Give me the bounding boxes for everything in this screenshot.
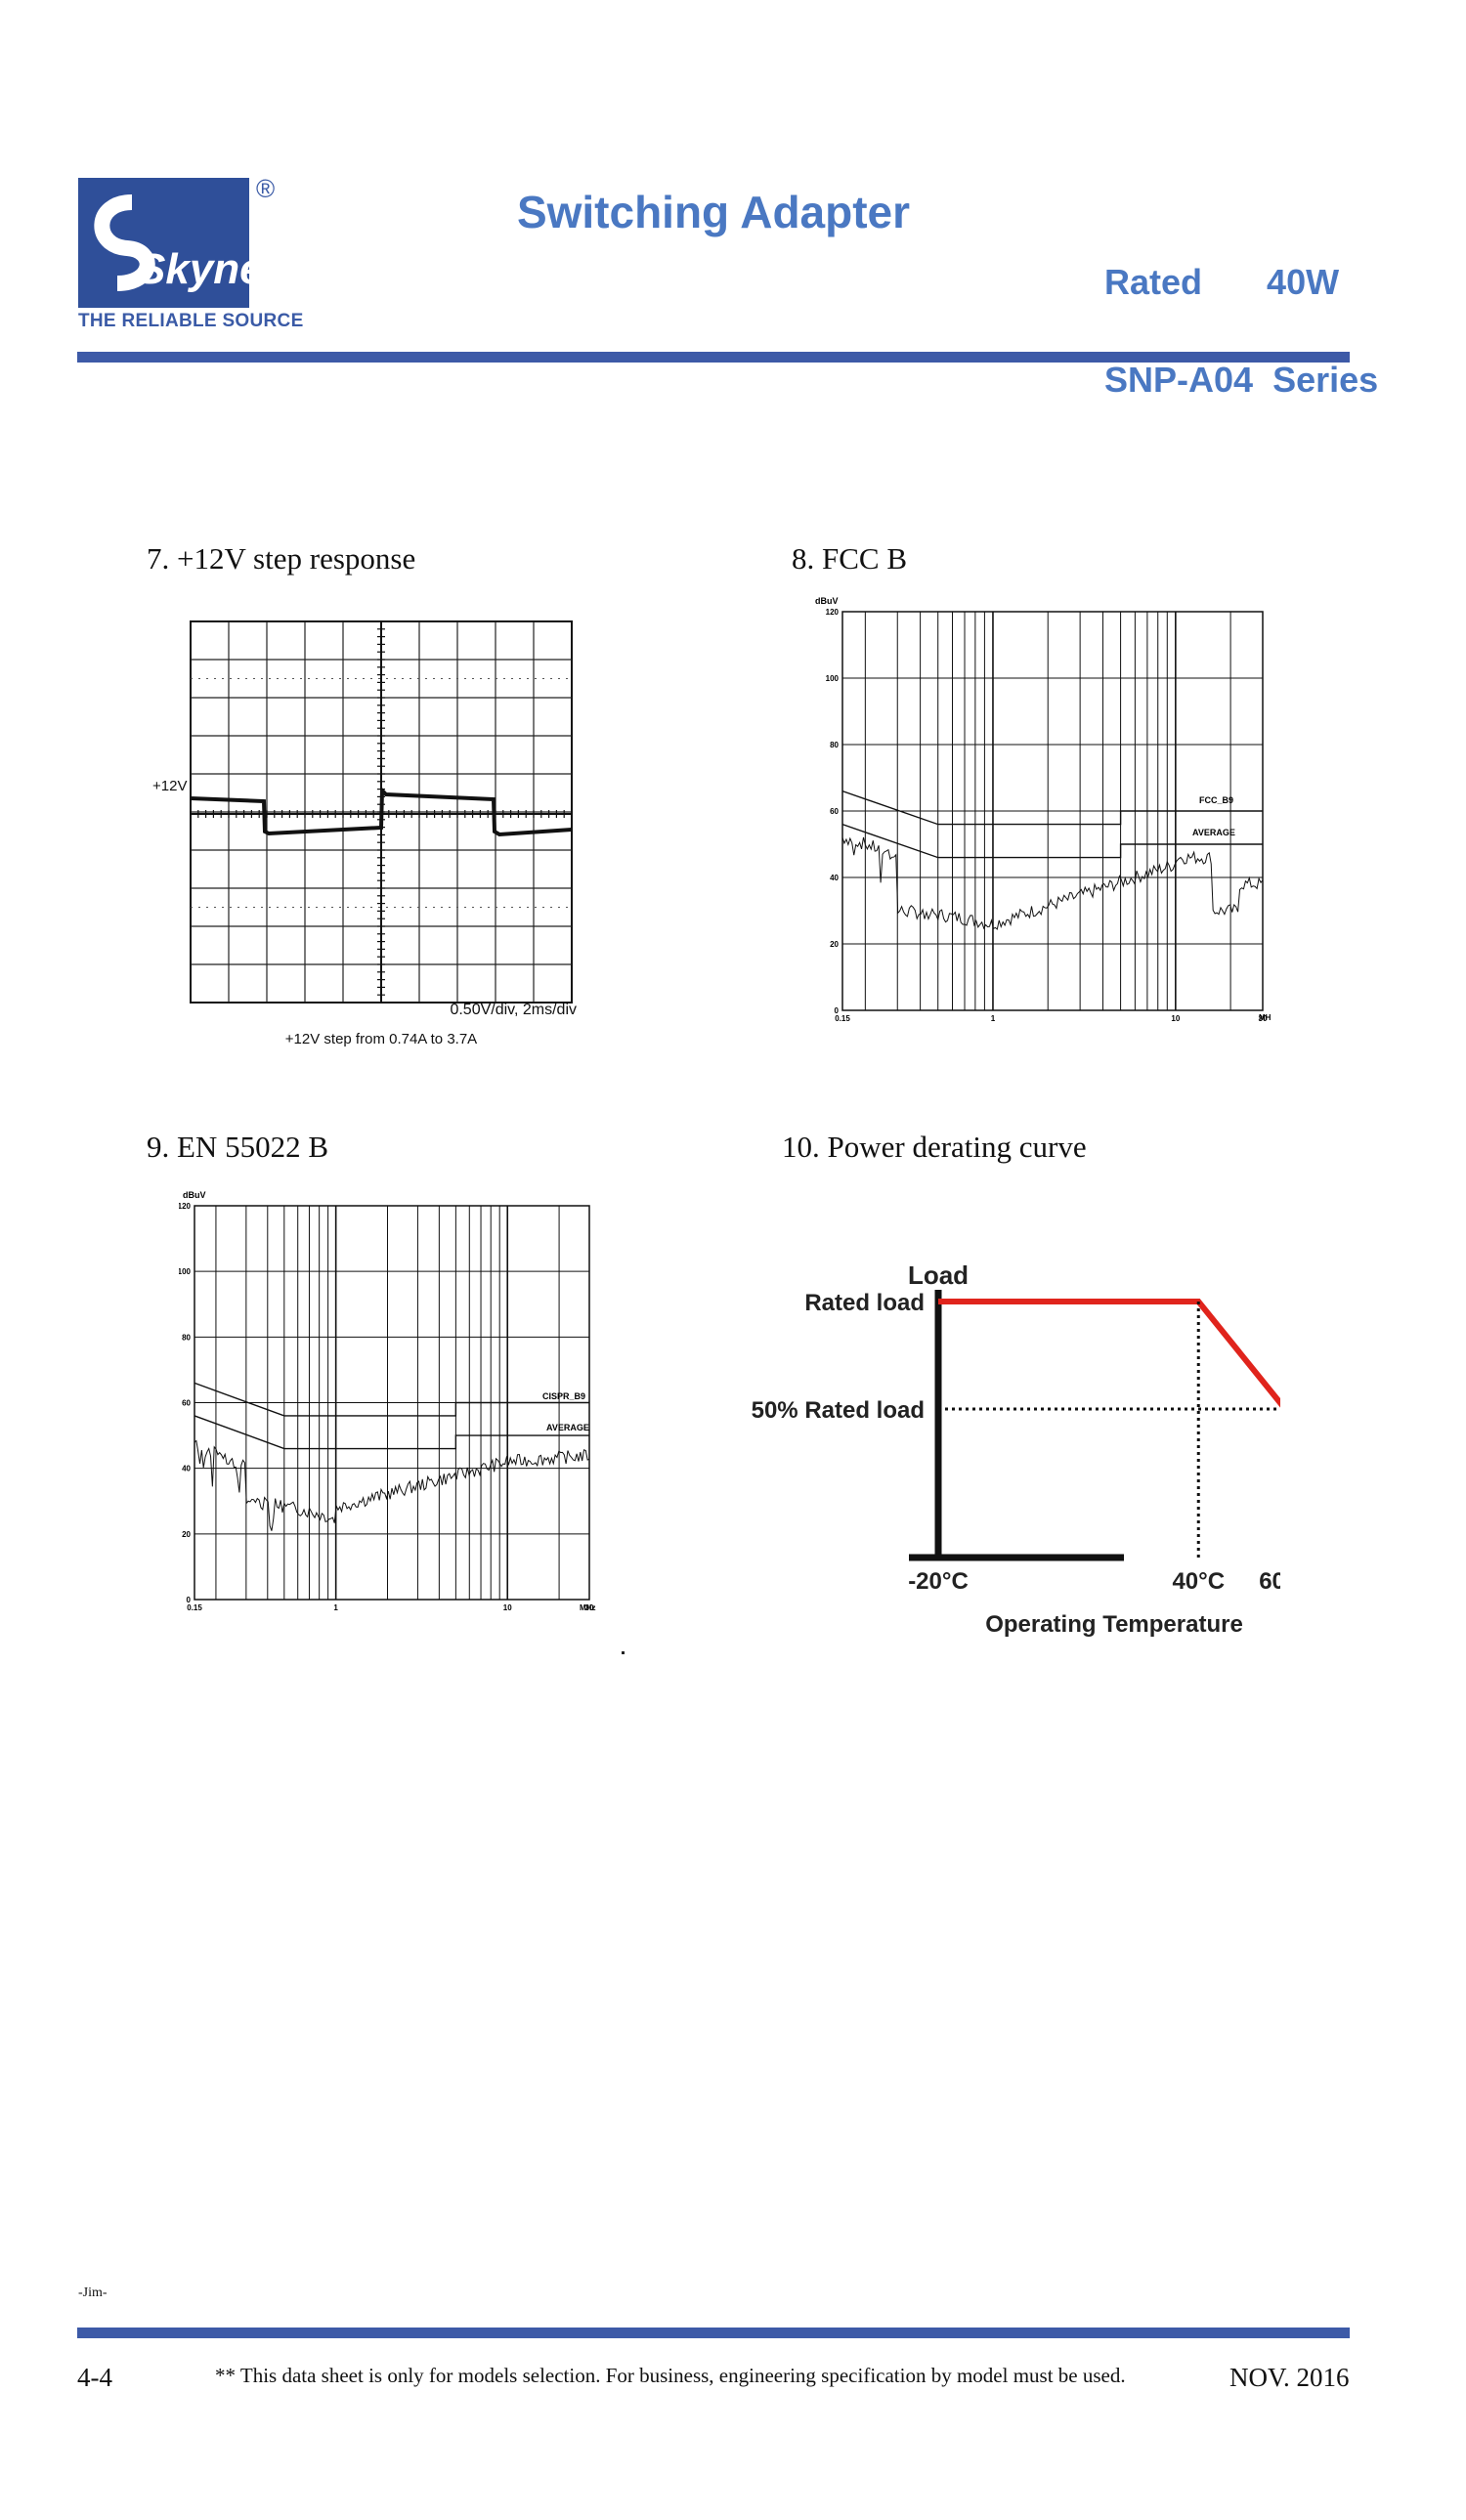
en-ytick-label: 40 [182,1465,191,1474]
registered-mark: ® [256,174,276,203]
fcc-xtick-label: 1 [991,1014,996,1023]
rating-block: Rated 40W SNP-A04 Series [1085,209,1378,405]
en-ytick-label: 0 [187,1596,192,1604]
derate-ytick-50pct: 50% Rated load [752,1397,925,1424]
logo-text: Skynet [137,245,254,293]
skynet-logo-icon: Skynet [78,178,280,308]
series-label: SNP-A04 Series [1104,360,1379,400]
fcc-limit-qp-label: FCC_B9 [1199,795,1233,805]
scope-caption: +12V step from 0.74A to 3.7A [285,1031,477,1047]
section-7-title: 7. +12V step response [147,541,416,576]
company-logo: Skynet [78,178,280,308]
en-ytick-label: 80 [182,1333,191,1342]
derate-xtick-label: 60°C [1259,1568,1280,1595]
footer-date: NOV. 2016 [1229,2363,1350,2392]
en55022-emission-panel: dBuV 120 100 80 60 40 20 0 0.15 1 10 30 MHz CISPR… [178,1188,609,1628]
derating-panel: Load Operating Temperature Rated load 50%… [733,1260,1312,1651]
en-qp-limit [194,1382,589,1417]
scope-scale-text: 0.50V/div, 2ms/div [450,1002,577,1018]
fcc-xunit: MHz [1259,1013,1271,1022]
derate-ytick-rated: Rated load [804,1290,925,1316]
fcc-limit-avg-label: AVERAGE [1192,828,1235,837]
fcc-ytick-label: 20 [830,940,839,949]
en-avg-limit [194,1415,589,1450]
fcc-ytick-label: 100 [826,674,840,683]
author-note: -Jim- [78,2285,108,2300]
fcc-xtick-label: 0.15 [835,1014,850,1023]
footer-rule [77,2328,1350,2338]
en-ytick-label: 100 [179,1267,192,1276]
section-8-title: 8. FCC B [792,541,908,576]
en-ytick-label: 60 [182,1399,191,1408]
fcc-grid [841,611,1264,1011]
derate-xtick-label: 40°C [1172,1568,1225,1595]
en-xtick-label: 30 [585,1603,594,1612]
scope-grid [190,620,573,1004]
fcc-ytick-label: 120 [826,608,840,617]
fcc-ylabel: dBuV [815,596,839,606]
stray-dot [622,1651,625,1654]
en-xtick-label: 1 [333,1603,338,1612]
rated-label: Rated [1104,262,1203,302]
trace-label: +12V [152,778,187,794]
fcc-avg-limit [841,823,1263,859]
oscilloscope-trace: +12V 0.50V/div, 2ms/div +12V step from 0… [152,620,577,1047]
en-xunit: MHz [580,1603,595,1612]
fcc-ytick-label: 40 [830,874,839,882]
fcc-xtick-label: 10 [1171,1014,1180,1023]
fcc-emission-panel: dBuV 120 100 80 60 40 20 0 0.15 1 10 30 MHz FCC_B… [811,594,1274,1034]
en-limit-avg-label: AVERAGE [546,1423,589,1432]
section-9-title: 9. EN 55022 B [147,1130,328,1164]
fcc-xtick-label: 30 [1259,1014,1268,1023]
fcc-emission-chart: dBuV 120 100 80 60 40 20 0 0.15 1 10 30 MHz FCC_B… [815,596,1274,1023]
en-xtick-label: 0.15 [187,1603,202,1612]
fcc-ytick-label: 80 [830,741,839,749]
page-number: 4-4 [77,2363,112,2392]
derate-curve [938,1299,1288,1411]
page-title: Switching Adapter [516,187,911,237]
en55022-emission-chart: dBuV 120 100 80 60 40 20 0 0.15 1 10 30 MHz CISPR… [178,1190,596,1612]
en-xtick-label: 10 [503,1603,512,1612]
en-trace [194,1439,590,1531]
derate-xlabel: Operating Temperature [985,1611,1243,1638]
en-ylabel: dBuV [183,1190,206,1200]
en-grid [194,1205,590,1601]
derate-xtick-label: -20°C [908,1568,969,1595]
logo-tagline: THE RELIABLE SOURCE [78,311,304,331]
derate-ylabel: Load [908,1260,969,1290]
derating-chart: Load Operating Temperature Rated load 50%… [752,1260,1312,1638]
fcc-ytick-label: 60 [830,807,839,816]
section-10-title: 10. Power derating curve [782,1130,1087,1164]
fcc-trace [841,836,1264,930]
en-ytick-label: 20 [182,1530,191,1539]
fcc-qp-limit [841,790,1263,826]
footer-disclaimer: ** This data sheet is only for models se… [215,2364,1126,2387]
rated-value: 40W [1267,262,1340,302]
scope-trace [190,786,573,837]
step-response-panel: +12V 0.50V/div, 2ms/div +12V step from 0… [147,606,586,1075]
en-limit-qp-label: CISPR_B9 [542,1391,585,1401]
en-ytick-label: 120 [179,1202,192,1211]
header-rule [77,352,1350,363]
fcc-ytick-label: 0 [835,1006,840,1015]
